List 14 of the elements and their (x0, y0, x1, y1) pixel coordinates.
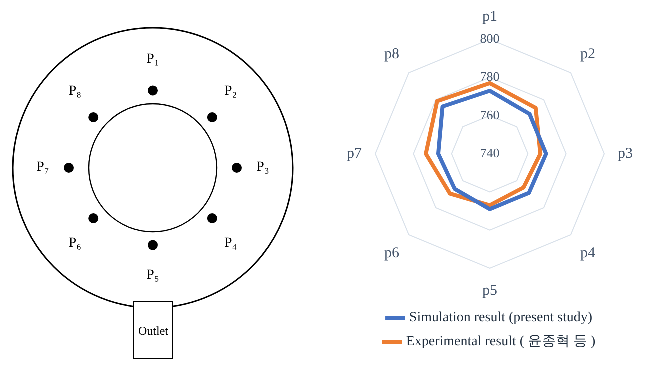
spoke-label: p7 (347, 146, 362, 162)
legend-label: Simulation result (present study) (409, 310, 593, 326)
spoke-label: p5 (482, 282, 498, 299)
y-tick-label: 760 (480, 107, 500, 122)
y-tick-label: 740 (480, 145, 500, 160)
spoke-label: p3 (618, 146, 633, 162)
spoke-label: p8 (384, 46, 400, 62)
spoke-label: p2 (580, 46, 596, 62)
spoke-label: p4 (580, 245, 596, 262)
spoke-label: p6 (384, 245, 400, 262)
y-tick-label: 780 (480, 69, 500, 84)
spoke-label: p1 (482, 8, 498, 25)
legend-label: Experimental result ( 윤종혁 등 ) (406, 334, 596, 350)
y-tick-label: 800 (480, 30, 500, 46)
